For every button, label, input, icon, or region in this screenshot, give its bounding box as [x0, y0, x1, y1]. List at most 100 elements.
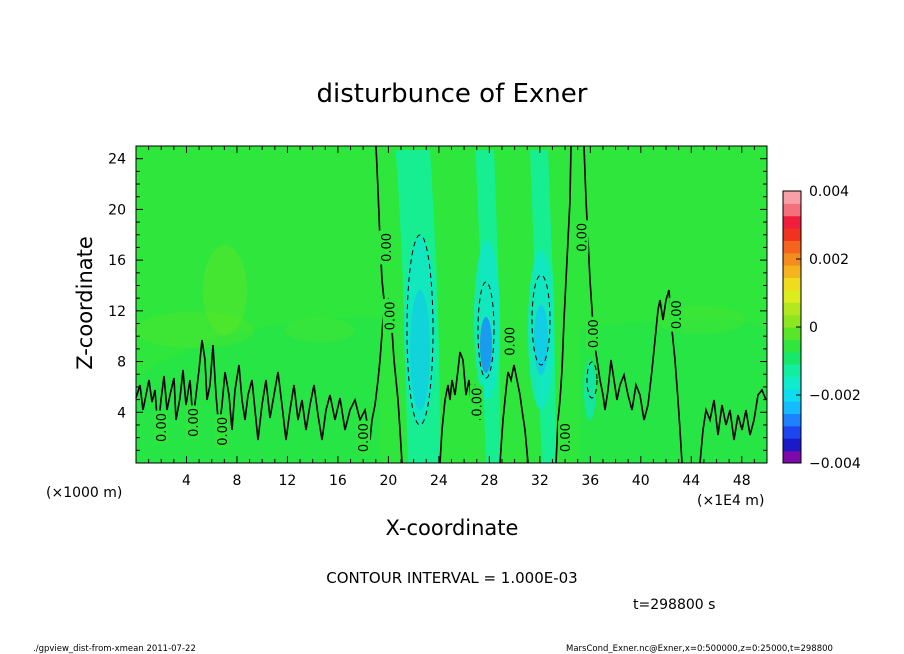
positive-anomaly-patch — [655, 306, 745, 334]
negative-contour-line — [586, 361, 598, 399]
y-tick-label: 12 — [108, 304, 126, 320]
colorbar-segment — [783, 425, 801, 439]
x-tick-label: 48 — [733, 473, 751, 489]
plot-area: 0.00 0.00 0.00 0.00 0.00 0.00 0.00 0.00 0.00 0.00… — [135, 145, 768, 464]
contour-label-bg — [185, 405, 200, 440]
colorbar-segment — [783, 339, 801, 353]
negative-anomaly-lobe — [584, 360, 596, 420]
colorbar: 0.004 0.002 0 −0.002 −0.004 — [782, 184, 861, 472]
contour-label-bg — [154, 410, 169, 445]
colorbar-segment — [783, 252, 801, 266]
contour-label: 0.00 — [216, 417, 231, 446]
colorbar-tick-label: −0.004 — [809, 456, 861, 472]
contour-label-bg — [378, 230, 393, 265]
colorbar-segment — [783, 351, 801, 365]
colorbar-segment — [783, 376, 801, 390]
x-tick-label: 12 — [279, 473, 297, 489]
x-tick-label: 20 — [379, 473, 397, 489]
colorbar-segment — [783, 450, 801, 464]
colorbar-tick-label: 0.002 — [809, 252, 849, 268]
footer-right: MarsCond_Exner.nc@Exner,x=0:500000,z=0:2… — [566, 644, 833, 654]
x-tick-label: 32 — [531, 473, 549, 489]
colorbar-segment — [783, 388, 801, 402]
contour-labels: 0.00 0.00 0.00 0.00 0.00 0.00 0.00 0.00 0.00 0.00… — [154, 220, 685, 455]
contour-label-bg — [382, 298, 397, 333]
x-tick-label: 4 — [182, 473, 191, 489]
contour-label: 0.00 — [471, 388, 486, 417]
x-tick-label: 36 — [581, 473, 599, 489]
colorbar-segment — [783, 228, 801, 241]
contour-label-bg — [574, 220, 589, 255]
colorbar-segment — [783, 438, 801, 452]
colorbar-tick-label: 0 — [809, 320, 818, 336]
x-tick-label: 8 — [232, 473, 241, 489]
negative-anomaly-lobe — [404, 235, 436, 425]
contour-label: 0.00 — [587, 319, 602, 348]
contour-label-bg — [558, 420, 573, 455]
y-tick-label: 16 — [108, 253, 126, 269]
y-tick-label: 24 — [108, 152, 126, 168]
x-axis-title: X-coordinate — [386, 516, 519, 540]
contour-label: 0.00 — [384, 301, 399, 330]
colorbar-segment — [783, 203, 801, 217]
footer-left: ./gpview_dist-from-xmean 2011-07-22 — [33, 644, 196, 654]
colorbar-segment — [783, 289, 801, 303]
colorbar-segment — [783, 277, 801, 291]
contour-label: 0.00 — [357, 423, 372, 452]
time-label: t=298800 s — [633, 597, 715, 613]
contour-label: 0.00 — [670, 300, 685, 329]
lower-field-band — [580, 317, 767, 463]
x-tick-label: 44 — [682, 473, 700, 489]
zero-contour-line — [555, 145, 572, 464]
contour-label-bg — [356, 420, 371, 455]
x-axis: 4 8 12 16 20 24 28 32 36 40 44 48 — [148, 146, 755, 489]
contour-label: 0.00 — [575, 223, 590, 252]
x-unit-label: (×1000 m) — [46, 485, 122, 501]
colorbar-segment — [783, 265, 801, 279]
negative-anomaly-lobe — [410, 290, 430, 410]
y-tick-label: 4 — [117, 405, 126, 421]
colorbar-segment — [783, 401, 801, 415]
colorbar-segment — [783, 327, 801, 340]
zero-contour-line — [499, 364, 529, 464]
colorbar-segment — [783, 413, 801, 427]
y-tick-label: 20 — [108, 202, 126, 218]
colorbar-segment — [783, 240, 801, 254]
x-tick-label: 28 — [480, 473, 498, 489]
contour-label: 0.00 — [380, 233, 395, 262]
colorbar-segment — [783, 314, 801, 328]
contour-interval-text: CONTOUR INTERVAL = 1.000E-03 — [326, 569, 577, 587]
x-tick-label: 40 — [632, 473, 650, 489]
y-axis-title: Z-coordinate — [73, 236, 97, 370]
colorbar-tick-label: −0.002 — [809, 388, 861, 404]
negative-anomaly-lobe — [534, 305, 548, 375]
colorbar-segment — [783, 191, 801, 204]
contour-label-bg — [585, 316, 600, 351]
chart-title: disturbunce of Exner — [317, 79, 588, 109]
negative-contour-line — [531, 274, 551, 366]
colorbar-segment — [783, 364, 801, 377]
contour-label: 0.00 — [187, 408, 202, 437]
zero-contour-line — [135, 297, 403, 464]
x-axis-unit-label: (×1E4 m) — [697, 493, 764, 509]
contour-label: 0.00 — [504, 327, 519, 356]
colorbar-segment — [783, 215, 801, 229]
x-tick-label: 24 — [430, 473, 448, 489]
contour-label: 0.00 — [155, 413, 170, 442]
positive-anomaly-patch — [135, 312, 255, 348]
colorbar-segment — [783, 302, 801, 316]
y-tick-label: 8 — [117, 355, 126, 371]
zero-contour-line — [699, 388, 767, 464]
negative-anomaly-lobe — [480, 317, 492, 373]
negative-contour-line — [477, 281, 495, 379]
colorbar-tick-label: 0.004 — [809, 184, 849, 200]
y-axis: 4 8 12 16 20 24 — [108, 152, 767, 451]
contour-label: 0.00 — [559, 423, 574, 452]
x-tick-label: 16 — [329, 473, 347, 489]
contour-label-bg — [669, 297, 684, 332]
positive-anomaly-patch — [203, 245, 247, 335]
contour-label-bg — [502, 324, 517, 359]
contour-label-bg — [214, 414, 229, 449]
positive-anomaly-patch — [285, 318, 355, 342]
